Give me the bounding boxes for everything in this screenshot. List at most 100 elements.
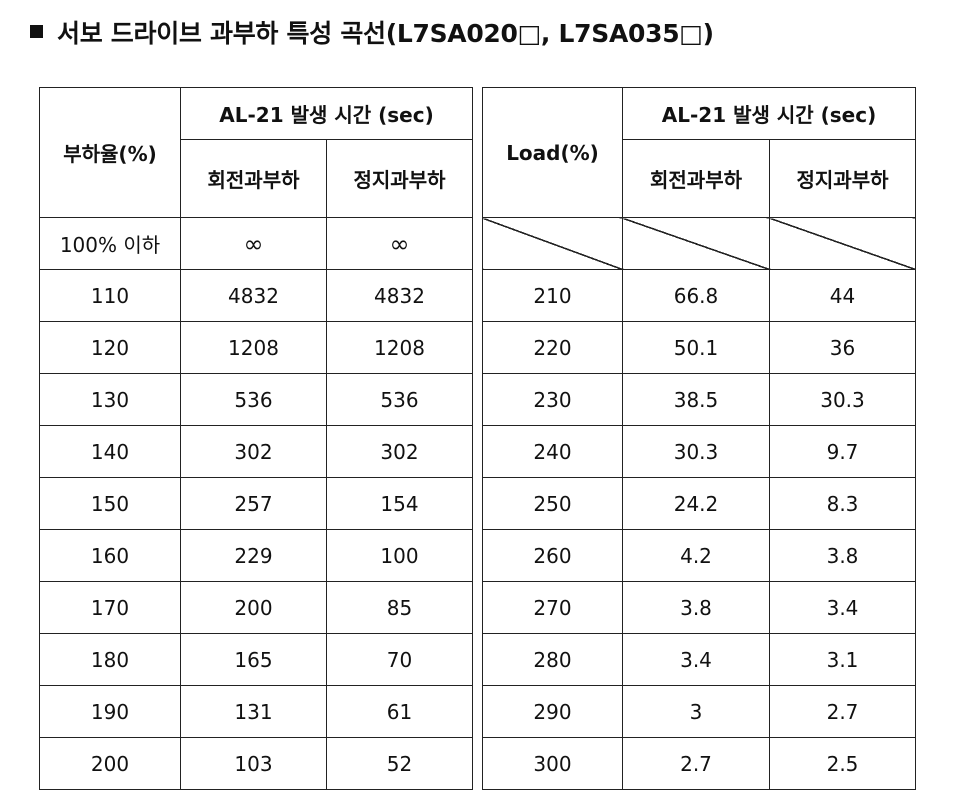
empty-diagonal-cell <box>622 217 770 270</box>
table-row: 230 38.5 30.3 <box>482 373 916 426</box>
stationary-overload-time-cell: 154 <box>326 477 473 530</box>
rotating-overload-time-cell: 200 <box>180 581 327 634</box>
rotating-overload-time-cell: 66.8 <box>622 269 770 322</box>
rotating-overload-time-cell: 2.7 <box>622 737 770 790</box>
stationary-overload-time-cell: 8.3 <box>769 477 916 530</box>
stationary-overload-time-cell: 2.5 <box>769 737 916 790</box>
rotating-overload-time-cell: 3 <box>622 685 770 738</box>
empty-diagonal-cell <box>482 217 623 270</box>
table-row: 290 3 2.7 <box>482 685 916 738</box>
right-overload-table: Load(%) AL-21 발생 시간 (sec) 회전과부하 정지과부하 21… <box>482 87 916 790</box>
load-rate-cell: 280 <box>482 633 623 686</box>
stationary-overload-time-cell: 100 <box>326 529 473 582</box>
stationary-overload-time-cell: 2.7 <box>769 685 916 738</box>
load-rate-cell: 200 <box>39 737 181 790</box>
load-rate-cell: 220 <box>482 321 623 374</box>
load-rate-cell: 110 <box>39 269 181 322</box>
load-rate-cell: 100% 이하 <box>39 217 181 270</box>
left-sub-label-stationary: 정지과부하 <box>326 139 473 218</box>
rotating-overload-time-cell: 302 <box>180 425 327 478</box>
stationary-overload-time-cell: 61 <box>326 685 473 738</box>
table-row: 280 3.4 3.1 <box>482 633 916 686</box>
load-rate-cell: 180 <box>39 633 181 686</box>
load-rate-cell: 230 <box>482 373 623 426</box>
table-row: 130 536 536 <box>39 373 473 426</box>
left-table-subheader-row: 회전과부하 정지과부하 <box>40 139 473 218</box>
load-rate-cell: 170 <box>39 581 181 634</box>
table-row: 300 2.7 2.5 <box>482 737 916 790</box>
rotating-overload-time-cell: 38.5 <box>622 373 770 426</box>
rotating-overload-time-cell: 30.3 <box>622 425 770 478</box>
stationary-overload-time-cell: 30.3 <box>769 373 916 426</box>
table-row: 120 1208 1208 <box>39 321 473 374</box>
page-title: 서보 드라이브 과부하 특성 곡선(L7SA020□, L7SA035□) <box>30 14 714 54</box>
stationary-overload-time-cell: 536 <box>326 373 473 426</box>
right-sub-label-stationary: 정지과부하 <box>769 139 916 218</box>
rotating-overload-time-cell: 229 <box>180 529 327 582</box>
left-overload-table: 부하율(%) AL-21 발생 시간 (sec) 회전과부하 정지과부하 100… <box>39 87 473 790</box>
left-table-body: 부하율(%) AL-21 발생 시간 (sec) 회전과부하 정지과부하 100… <box>39 87 473 790</box>
stationary-overload-time-cell: ∞ <box>326 217 473 270</box>
load-rate-cell: 160 <box>39 529 181 582</box>
rotating-overload-time-cell: 4.2 <box>622 529 770 582</box>
stationary-overload-time-cell: 36 <box>769 321 916 374</box>
rotating-overload-time-cell: 4832 <box>180 269 327 322</box>
stationary-overload-time-cell: 1208 <box>326 321 473 374</box>
stationary-overload-time-cell: 44 <box>769 269 916 322</box>
table-row: 180 165 70 <box>39 633 473 686</box>
load-rate-cell: 300 <box>482 737 623 790</box>
table-row: 190 131 61 <box>39 685 473 738</box>
page-title-text: 서보 드라이브 과부하 특성 곡선(L7SA020□, L7SA035□) <box>57 19 714 48</box>
table-row: 200 103 52 <box>39 737 473 790</box>
rotating-overload-time-cell: ∞ <box>180 217 327 270</box>
right-sub-label-rotating: 회전과부하 <box>622 139 770 218</box>
load-rate-cell: 140 <box>39 425 181 478</box>
right-table-empty-row <box>482 217 916 270</box>
load-rate-cell: 150 <box>39 477 181 530</box>
left-table-header-row: 부하율(%) AL-21 발생 시간 (sec) <box>39 87 473 218</box>
rotating-overload-time-cell: 1208 <box>180 321 327 374</box>
stationary-overload-time-cell: 3.1 <box>769 633 916 686</box>
load-rate-cell: 210 <box>482 269 623 322</box>
load-rate-cell: 260 <box>482 529 623 582</box>
rotating-overload-time-cell: 536 <box>180 373 327 426</box>
rotating-overload-time-cell: 24.2 <box>622 477 770 530</box>
empty-diagonal-cell <box>769 217 916 270</box>
left-group-label: AL-21 발생 시간 (sec) <box>180 87 473 140</box>
rotating-overload-time-cell: 3.8 <box>622 581 770 634</box>
right-table-header-row: Load(%) AL-21 발생 시간 (sec) <box>482 87 916 218</box>
rotating-overload-time-cell: 103 <box>180 737 327 790</box>
stationary-overload-time-cell: 302 <box>326 425 473 478</box>
load-rate-cell: 240 <box>482 425 623 478</box>
stationary-overload-time-cell: 9.7 <box>769 425 916 478</box>
stationary-overload-time-cell: 52 <box>326 737 473 790</box>
left-col-label: 부하율(%) <box>39 87 181 218</box>
table-row: 110 4832 4832 <box>39 269 473 322</box>
rotating-overload-time-cell: 50.1 <box>622 321 770 374</box>
rotating-overload-time-cell: 3.4 <box>622 633 770 686</box>
load-rate-cell: 120 <box>39 321 181 374</box>
load-rate-cell: 290 <box>482 685 623 738</box>
load-rate-cell: 270 <box>482 581 623 634</box>
load-rate-cell: 130 <box>39 373 181 426</box>
right-table-body: Load(%) AL-21 발생 시간 (sec) 회전과부하 정지과부하 21… <box>482 87 916 790</box>
stationary-overload-time-cell: 3.8 <box>769 529 916 582</box>
stationary-overload-time-cell: 4832 <box>326 269 473 322</box>
square-bullet-icon <box>30 25 43 38</box>
table-row: 270 3.8 3.4 <box>482 581 916 634</box>
right-group-label: AL-21 발생 시간 (sec) <box>622 87 916 140</box>
table-row: 220 50.1 36 <box>482 321 916 374</box>
rotating-overload-time-cell: 165 <box>180 633 327 686</box>
right-col-label: Load(%) <box>482 87 623 218</box>
table-row: 240 30.3 9.7 <box>482 425 916 478</box>
table-row: 150 257 154 <box>39 477 473 530</box>
rotating-overload-time-cell: 131 <box>180 685 327 738</box>
load-rate-cell: 190 <box>39 685 181 738</box>
stationary-overload-time-cell: 70 <box>326 633 473 686</box>
table-row: 100% 이하 ∞ ∞ <box>39 217 473 270</box>
stationary-overload-time-cell: 85 <box>326 581 473 634</box>
left-sub-label-rotating: 회전과부하 <box>180 139 327 218</box>
rotating-overload-time-cell: 257 <box>180 477 327 530</box>
stationary-overload-time-cell: 3.4 <box>769 581 916 634</box>
load-rate-cell: 250 <box>482 477 623 530</box>
